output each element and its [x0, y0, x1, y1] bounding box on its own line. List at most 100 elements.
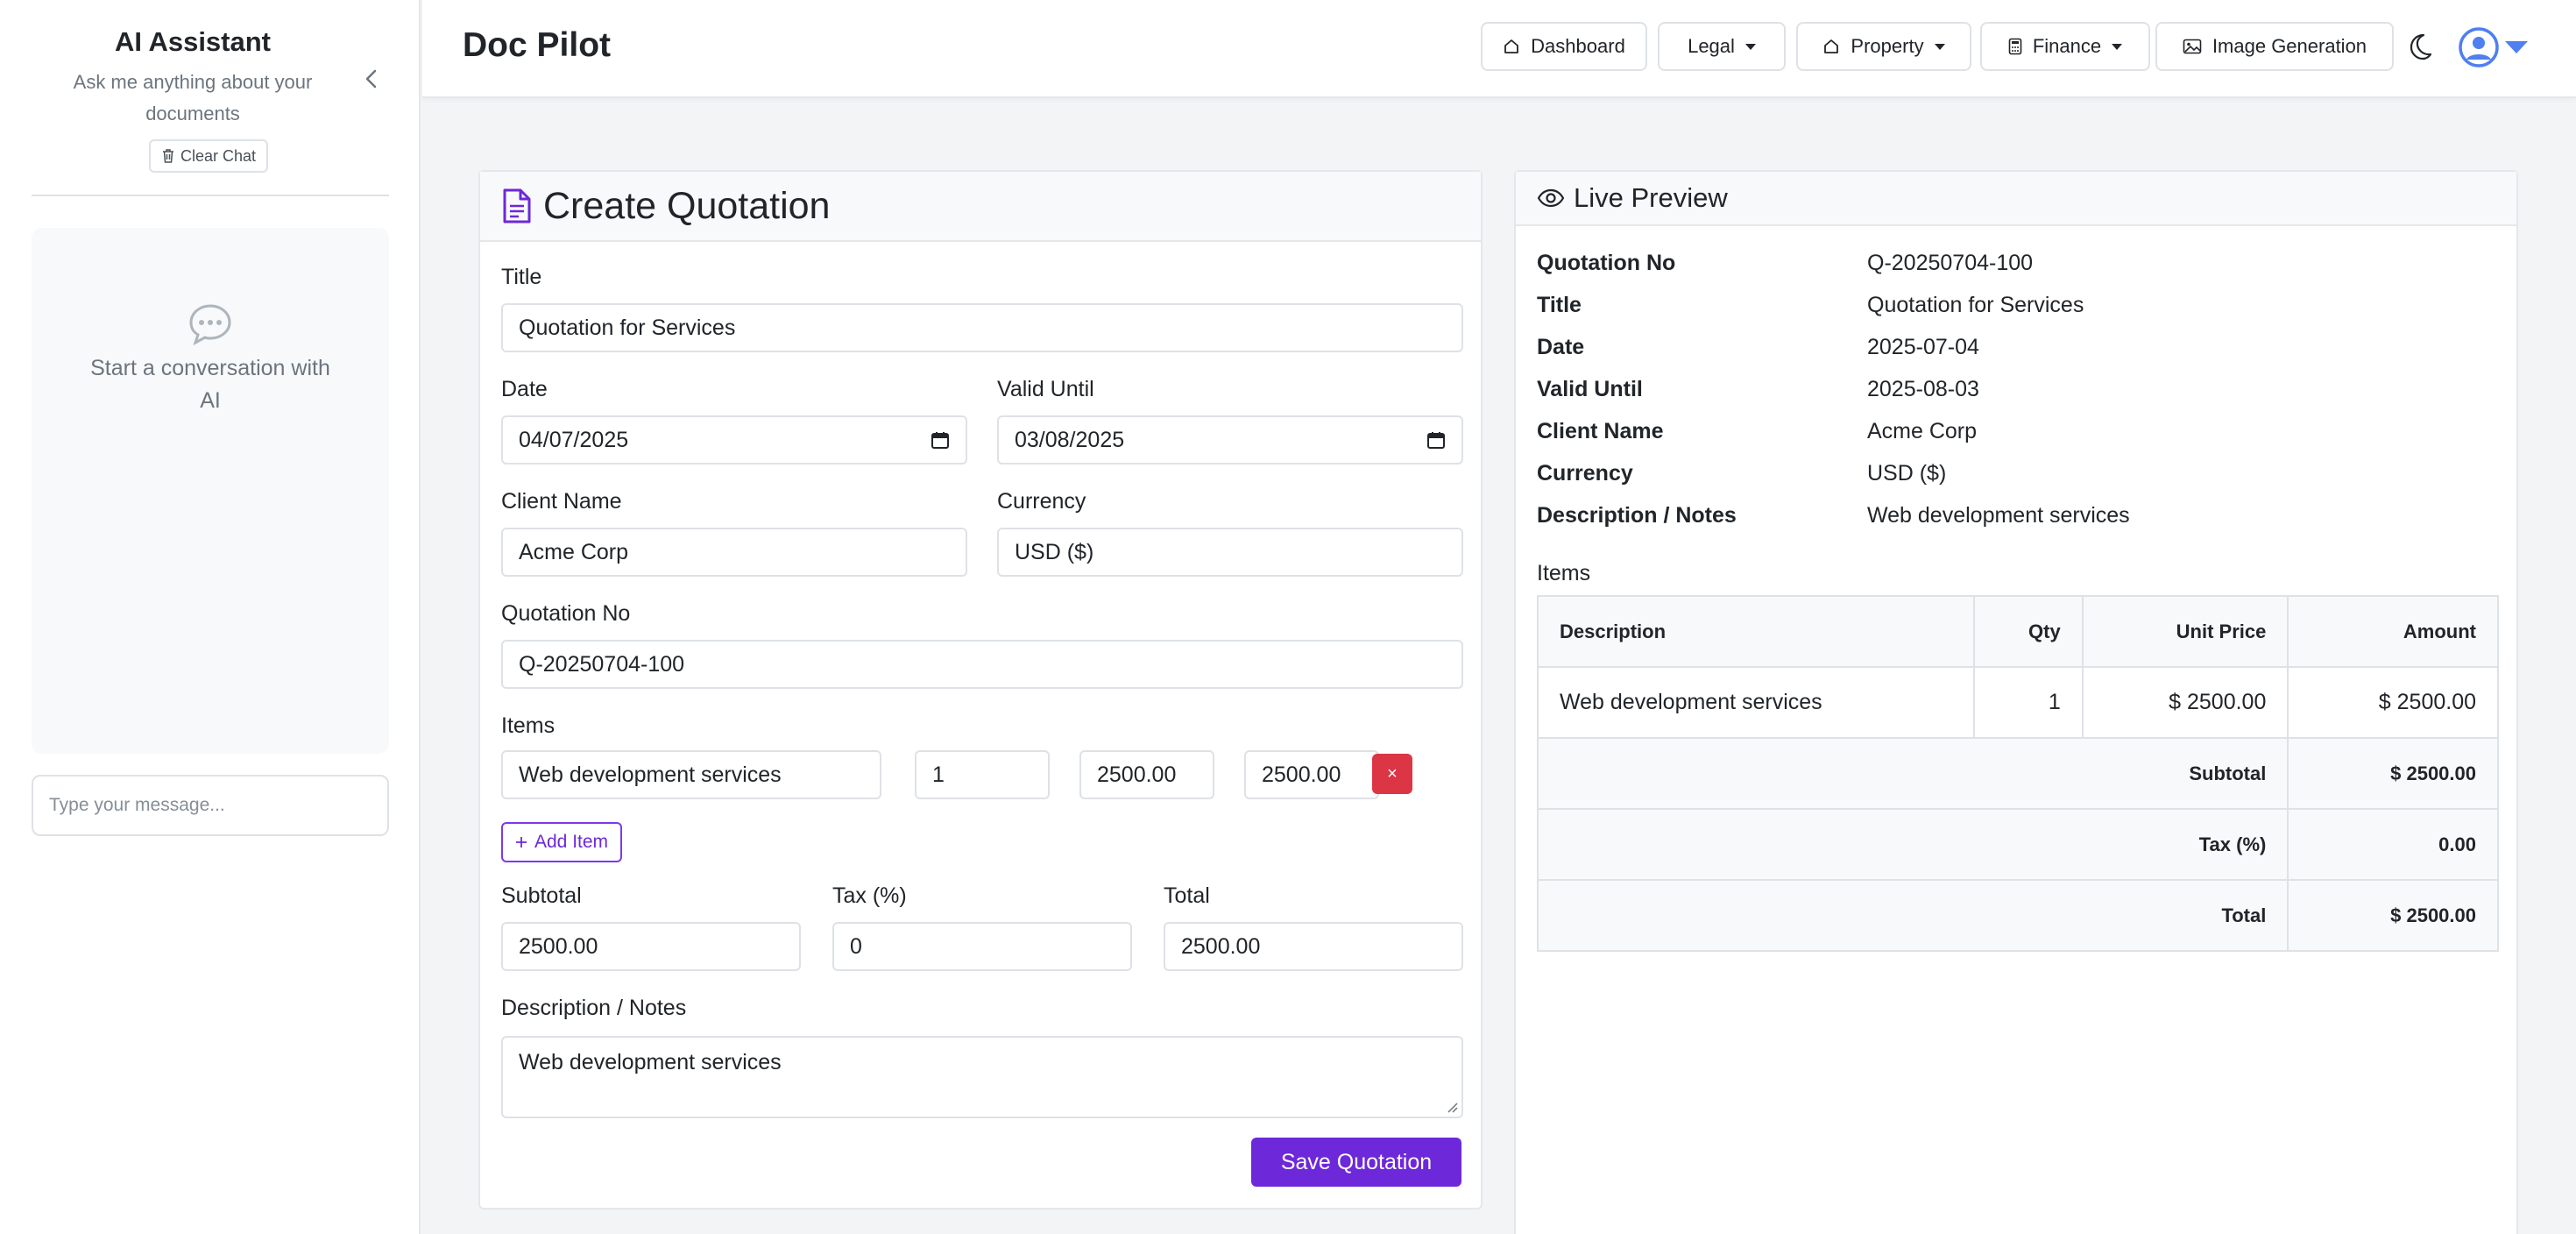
description-textarea[interactable]: Web development services [501, 1036, 1463, 1118]
subtotal-row-value: $ 2500.00 [2287, 737, 2499, 810]
date-input-value: 04/07/2025 [519, 427, 629, 452]
user-menu-dropdown[interactable] [2458, 25, 2533, 70]
table-header-row: Description Qty Unit Price Amount [1537, 595, 2499, 668]
collapse-sidebar-button[interactable] [356, 63, 387, 95]
live-preview-header: Live Preview [1516, 172, 2516, 226]
nav-property-label: Property [1851, 35, 1924, 57]
row-qty-cell: 1 [1972, 666, 2084, 739]
items-label: Items [501, 713, 556, 738]
preview-currency-value: USD ($) [1867, 461, 1947, 486]
row-unit-price-cell: $ 2500.00 [2081, 666, 2289, 739]
tax-label: Tax (%) [832, 883, 907, 908]
preview-currency-key: Currency [1537, 461, 1633, 486]
date-label: Date [501, 377, 548, 401]
preview-title-value: Quotation for Services [1867, 293, 2084, 317]
calendar-icon[interactable] [931, 430, 950, 450]
client-name-input[interactable]: Acme Corp [501, 528, 967, 577]
row-description-cell: Web development services [1537, 666, 1975, 739]
user-circle-icon [2459, 27, 2499, 67]
save-quotation-button[interactable]: Save Quotation [1251, 1138, 1461, 1187]
col-qty-header: Qty [1972, 595, 2084, 668]
nav-dashboard-button[interactable]: Dashboard [1481, 22, 1647, 71]
date-input[interactable]: 04/07/2025 [501, 415, 967, 465]
preview-description-value: Web development services [1867, 503, 2130, 528]
preview-client-name-key: Client Name [1537, 419, 1664, 443]
subtotal-input-value: 2500.00 [519, 933, 598, 959]
tax-row-label: Tax (%) [1536, 808, 2289, 881]
title-input[interactable]: Quotation for Services [501, 303, 1463, 352]
quotation-no-input-value: Q-20250704-100 [519, 651, 685, 677]
remove-item-button[interactable]: × [1372, 754, 1412, 794]
item-qty-value: 1 [932, 762, 945, 787]
empty-chat-message: Start a conversation with AI [90, 356, 330, 413]
nav-image-generation-label: Image Generation [2212, 35, 2367, 57]
preview-client-name-value: Acme Corp [1867, 419, 1978, 443]
tax-input[interactable]: 0 [832, 922, 1132, 971]
eye-icon [1537, 188, 1565, 208]
preview-date-value: 2025-07-04 [1867, 335, 1979, 359]
total-row-label: Total [1536, 879, 2289, 952]
nav-finance-label: Finance [2032, 35, 2102, 57]
caret-down-icon [2505, 41, 2528, 53]
valid-until-label: Valid Until [997, 377, 1094, 401]
tax-row: Tax (%) 0.00 [1536, 808, 2499, 881]
moon-icon[interactable] [2404, 32, 2434, 61]
subtotal-label: Subtotal [501, 883, 582, 908]
item-description-input[interactable]: Web development services [501, 750, 881, 799]
preview-valid-until-key: Valid Until [1537, 377, 1643, 401]
nav-finance-dropdown[interactable]: Finance [1980, 22, 2150, 71]
sidebar-subtitle: Ask me anything about your documents [73, 71, 313, 124]
col-amount-header: Amount [2287, 595, 2499, 668]
total-label: Total [1164, 883, 1210, 908]
chevron-left-icon [365, 69, 377, 89]
nav-legal-dropdown[interactable]: Legal [1658, 22, 1786, 71]
item-amount-input[interactable]: 2500.00 [1244, 750, 1379, 799]
tax-input-value: 0 [850, 933, 862, 959]
col-unit-price-header: Unit Price [2081, 595, 2289, 668]
item-unit-price-input[interactable]: 2500.00 [1079, 750, 1214, 799]
trash-icon [163, 149, 173, 163]
calculator-icon [2008, 38, 2022, 55]
top-navbar: Doc Pilot Dashboard Legal Property Finan… [422, 0, 2576, 98]
item-unit-price-value: 2500.00 [1097, 762, 1177, 787]
item-qty-input[interactable]: 1 [915, 750, 1050, 799]
tax-row-value: 0.00 [2287, 808, 2499, 881]
add-item-label: Add Item [534, 832, 609, 852]
chat-bubble-icon [189, 304, 231, 346]
brand-title: Doc Pilot [463, 26, 612, 64]
clear-chat-button[interactable]: Clear Chat [149, 139, 269, 173]
valid-until-input[interactable]: 03/08/2025 [997, 415, 1463, 465]
valid-until-input-value: 03/08/2025 [1015, 427, 1125, 452]
quotation-no-input[interactable]: Q-20250704-100 [501, 640, 1463, 689]
preview-description-key: Description / Notes [1537, 503, 1737, 528]
sidebar-divider [32, 195, 389, 196]
resize-grip-icon[interactable] [1446, 1101, 1458, 1113]
nav-image-generation-button[interactable]: Image Generation [2155, 22, 2394, 71]
total-input[interactable]: 2500.00 [1164, 922, 1463, 971]
currency-input-value: USD ($) [1015, 539, 1094, 564]
create-quotation-card: Create Quotation Title Quotation for Ser… [478, 170, 1483, 1209]
home-icon [1824, 39, 1839, 53]
caret-down-icon [2112, 43, 2123, 50]
client-name-input-value: Acme Corp [519, 539, 629, 564]
col-description-header: Description [1537, 595, 1975, 668]
home-icon [1504, 39, 1519, 53]
chat-message-input[interactable] [32, 775, 389, 836]
preview-quotation-no-value: Q-20250704-100 [1867, 251, 2034, 275]
total-row: Total $ 2500.00 [1536, 879, 2499, 952]
create-quotation-header: Create Quotation [480, 172, 1481, 242]
subtotal-input[interactable]: 2500.00 [501, 922, 801, 971]
quotation-no-label: Quotation No [501, 601, 631, 626]
image-icon [2183, 39, 2202, 54]
total-row-value: $ 2500.00 [2287, 879, 2499, 952]
table-row: Web development services 1 $ 2500.00 $ 2… [1537, 666, 2499, 739]
currency-input[interactable]: USD ($) [997, 528, 1463, 577]
live-preview-title: Live Preview [1574, 182, 1728, 213]
preview-items-label: Items [1537, 561, 1591, 585]
add-item-button[interactable]: Add Item [501, 822, 623, 862]
nav-property-dropdown[interactable]: Property [1796, 22, 1971, 71]
calendar-icon[interactable] [1426, 430, 1446, 450]
subtotal-row: Subtotal $ 2500.00 [1536, 737, 2499, 810]
description-textarea-value: Web development services [519, 1050, 782, 1074]
caret-down-icon [1744, 43, 1756, 50]
